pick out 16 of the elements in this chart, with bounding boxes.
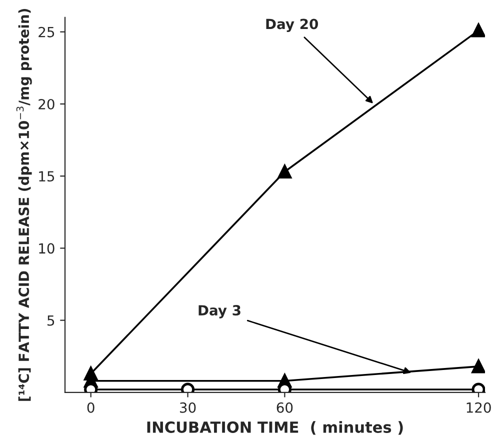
y-tick-label: 15 [39, 171, 54, 182]
x-tick-label: 0 [87, 402, 94, 413]
y-tick-label: 20 [38, 98, 54, 110]
x-tick-label: 30 [180, 402, 196, 413]
x-tick-label: 60 [276, 402, 293, 413]
point [472, 360, 485, 374]
y-tick-label: 10 [39, 243, 54, 254]
point [472, 24, 485, 38]
y-axis-title: [¹⁴C] FATTY ACID RELEASE (dpm×10$^{−3}$/mg protein) [16, 9, 32, 401]
y-tick-label: 25 [38, 26, 54, 38]
point [278, 164, 292, 179]
x-tick-label: 120 [466, 402, 491, 413]
x-axis-title: INCUBATION TIME ( minutes ) [147, 421, 403, 435]
annotation: Day 3 [198, 305, 240, 318]
y-tick-label: 5 [48, 315, 54, 326]
annotation: Day 20 [266, 18, 318, 32]
